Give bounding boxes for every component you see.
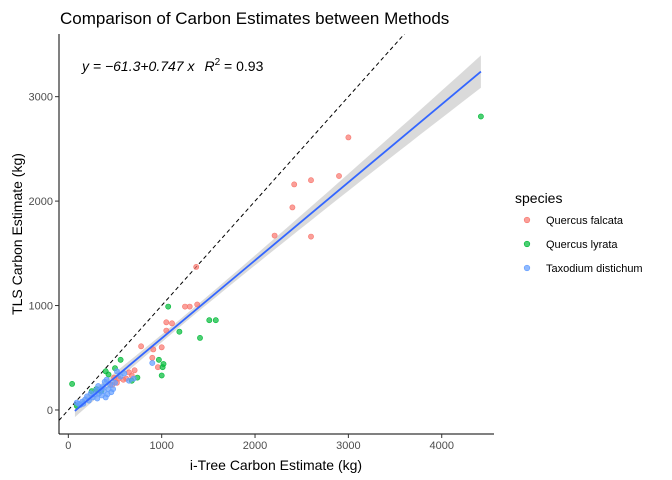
point-taxodium-distichum xyxy=(126,377,132,384)
point-taxodium-distichum xyxy=(121,370,128,377)
legend-key-taxodium-distichum xyxy=(523,264,531,272)
point-quercus-lyrata xyxy=(69,380,75,387)
reference-line xyxy=(59,34,406,421)
r2-exponent: 2 xyxy=(215,57,221,68)
point-quercus-falcata xyxy=(336,173,342,179)
point-quercus-lyrata xyxy=(158,372,165,379)
legend-label-quercus-lyrata: Quercus lyrata xyxy=(546,239,618,251)
legend-label-quercus-falcata: Quercus falcata xyxy=(546,215,624,227)
point-quercus-lyrata xyxy=(477,113,484,120)
fit-line xyxy=(74,70,482,412)
legend-key-quercus-falcata xyxy=(523,216,531,224)
point-quercus-falcata xyxy=(158,344,165,351)
regression-equation: y = −61.3+0.747 x R2 = 0.93 xyxy=(81,57,264,74)
point-quercus-falcata xyxy=(193,263,200,270)
point-taxodium-distichum xyxy=(117,373,124,380)
point-quercus-falcata xyxy=(194,301,201,308)
y-axis-title: TLS Carbon Estimate (kg) xyxy=(9,153,25,315)
point-taxodium-distichum xyxy=(114,368,120,375)
y-axis-ticks: 0 1000 2000 3000 xyxy=(29,92,59,417)
point-quercus-falcata xyxy=(149,354,156,361)
point-quercus-falcata xyxy=(169,320,175,327)
point-quercus-falcata xyxy=(126,369,132,376)
chart-title: Comparison of Carbon Estimates between M… xyxy=(60,9,449,28)
point-quercus-falcata xyxy=(308,233,314,240)
point-quercus-falcata xyxy=(291,181,298,188)
point-taxodium-distichum xyxy=(87,390,94,397)
x-tick-label: 1000 xyxy=(149,440,173,452)
point-taxodium-distichum xyxy=(101,378,108,385)
point-quercus-lyrata xyxy=(102,368,109,375)
point-quercus-falcata xyxy=(138,343,144,350)
point-quercus-lyrata xyxy=(206,317,213,324)
x-tick-label: 4000 xyxy=(429,440,453,452)
point-taxodium-distichum xyxy=(112,379,118,386)
fit-line-group xyxy=(74,70,482,412)
point-taxodium-distichum xyxy=(130,375,137,382)
point-quercus-lyrata xyxy=(165,303,172,310)
point-quercus-falcata xyxy=(163,319,170,326)
confidence-band xyxy=(74,55,481,418)
point-quercus-lyrata xyxy=(155,356,162,363)
point-quercus-falcata xyxy=(182,303,188,310)
point-quercus-falcata xyxy=(163,327,170,334)
plot-panel xyxy=(59,34,484,421)
x-tick-label: 0 xyxy=(65,440,71,452)
r2-symbol: R xyxy=(204,58,214,74)
point-quercus-falcata xyxy=(150,346,157,353)
point-quercus-falcata xyxy=(345,134,352,141)
legend: species Quercus falcata Quercus lyrata Tax… xyxy=(515,190,643,275)
point-quercus-lyrata xyxy=(212,317,219,324)
point-quercus-lyrata xyxy=(197,334,203,341)
point-quercus-falcata xyxy=(131,367,138,374)
x-tick-label: 3000 xyxy=(336,440,360,452)
point-quercus-falcata xyxy=(289,204,296,211)
point-quercus-lyrata xyxy=(159,364,166,371)
y-tick-label: 1000 xyxy=(29,301,53,313)
point-taxodium-distichum xyxy=(73,399,80,406)
point-quercus-lyrata xyxy=(176,328,183,335)
reference-line-group xyxy=(59,34,406,421)
legend-key-quercus-lyrata xyxy=(523,240,531,248)
point-quercus-lyrata xyxy=(117,356,124,363)
legend-title: species xyxy=(515,190,562,206)
x-axis-ticks: 0 1000 2000 3000 4000 xyxy=(65,434,454,452)
equation-text: y = −61.3+0.747 x xyxy=(81,58,195,74)
y-tick-label: 2000 xyxy=(29,196,53,208)
x-axis-title: i-Tree Carbon Estimate (kg) xyxy=(190,457,362,473)
x-tick-label: 2000 xyxy=(243,440,267,452)
legend-label-taxodium-distichum: Taxodium distichum xyxy=(546,263,643,275)
y-tick-label: 3000 xyxy=(29,92,53,104)
point-quercus-falcata xyxy=(308,177,314,184)
confidence-band-group xyxy=(74,55,481,418)
point-taxodium-distichum xyxy=(149,360,156,366)
r2-value: = 0.93 xyxy=(220,58,263,74)
y-tick-label: 0 xyxy=(47,405,53,417)
point-quercus-falcata xyxy=(271,232,278,239)
